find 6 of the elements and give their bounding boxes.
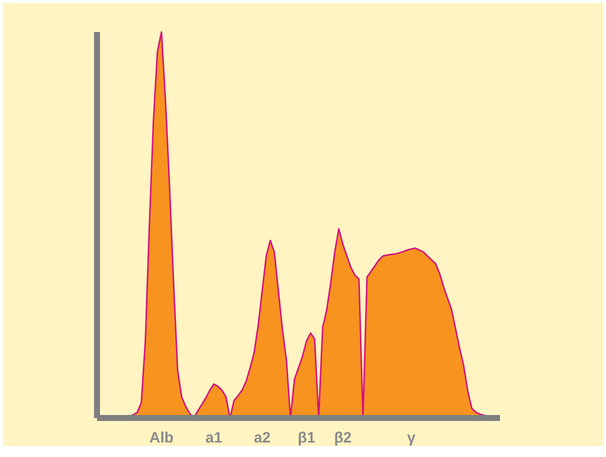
x-tick-label: β2 [334, 430, 352, 447]
x-tick-label: β1 [298, 430, 316, 447]
x-tick-label: a1 [206, 430, 222, 447]
x-tick-label: Alb [149, 430, 174, 447]
x-tick-label: a2 [254, 430, 271, 447]
x-tick-label: γ [407, 430, 416, 447]
